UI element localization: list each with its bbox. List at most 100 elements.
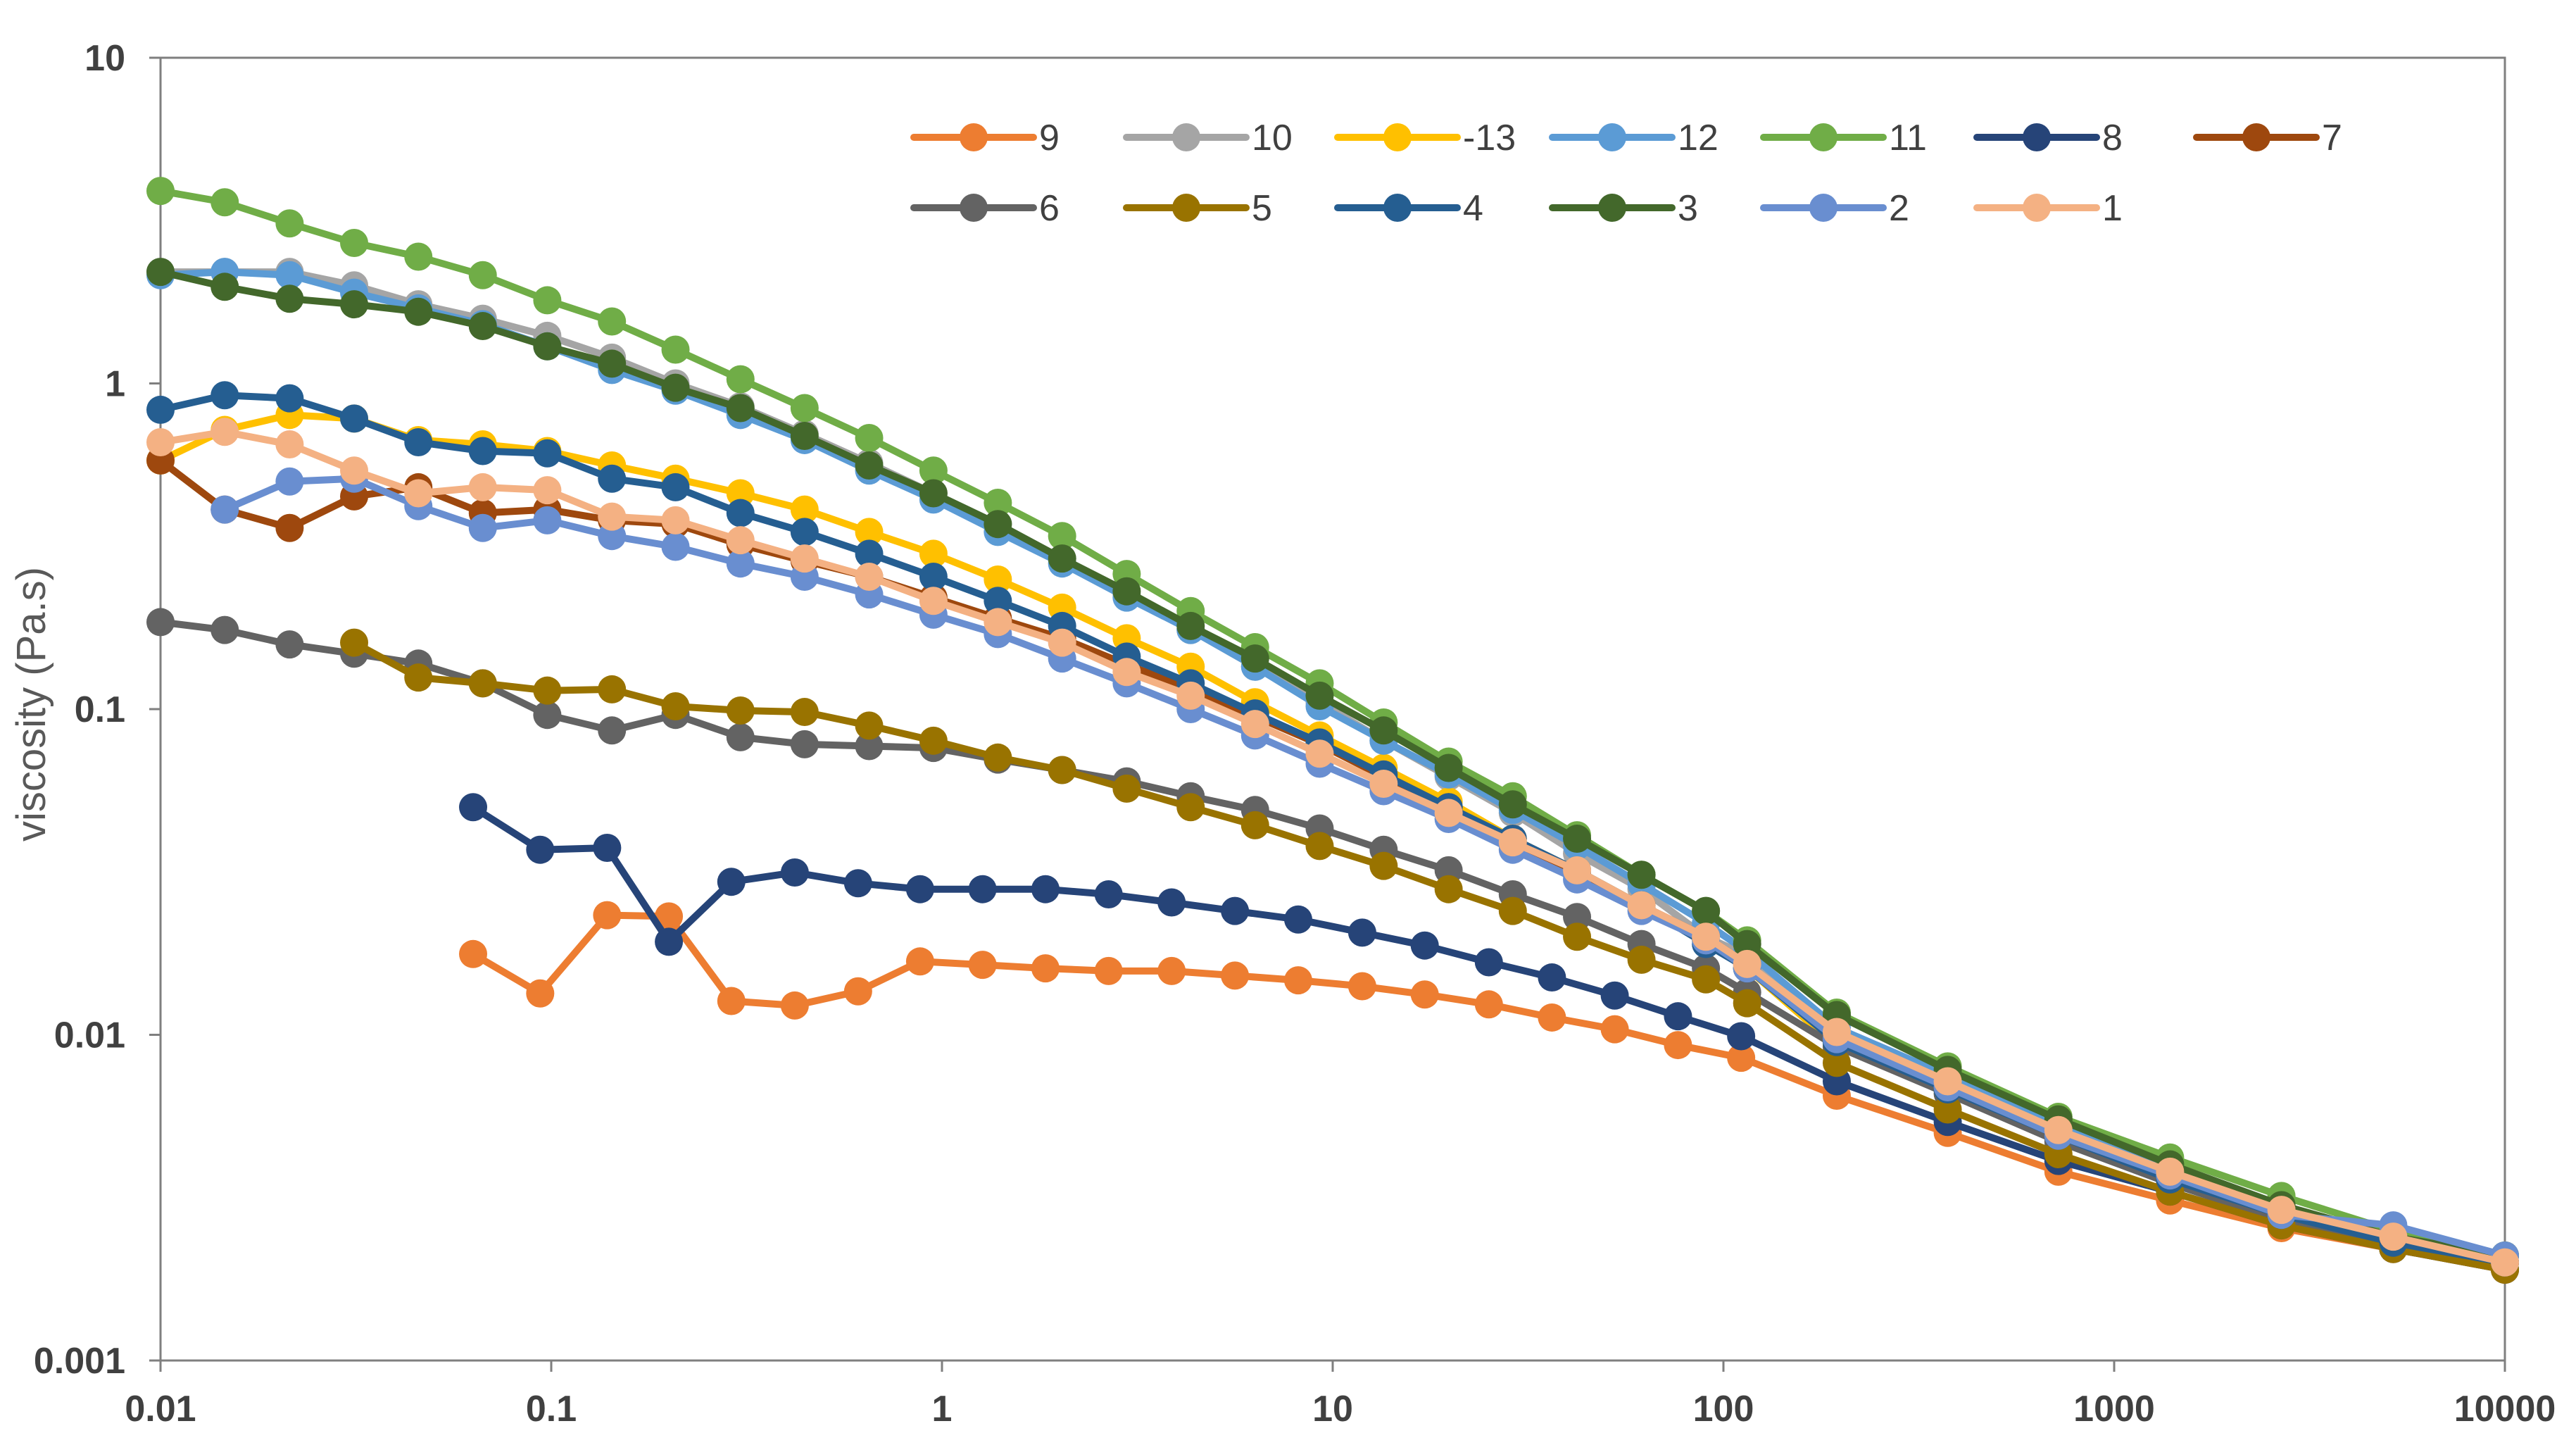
data-point xyxy=(984,587,1012,615)
legend-entry-12: 12 xyxy=(1549,118,1719,158)
data-point xyxy=(968,951,997,980)
y-tick-label: 0.1 xyxy=(75,689,125,730)
data-point xyxy=(275,467,304,496)
data-point xyxy=(984,565,1012,594)
legend-swatch-marker xyxy=(1809,194,1837,222)
data-point xyxy=(790,394,819,423)
data-point xyxy=(790,518,819,546)
data-point xyxy=(919,456,948,485)
data-point xyxy=(655,902,684,931)
data-point xyxy=(855,539,884,568)
data-point xyxy=(1692,896,1721,925)
data-point xyxy=(661,692,690,721)
data-point xyxy=(905,947,934,976)
legend-label: 4 xyxy=(1463,188,1483,229)
y-tick-label: 0.01 xyxy=(54,1015,125,1056)
data-point xyxy=(593,901,622,930)
legend-swatch-marker xyxy=(2023,194,2051,222)
data-point xyxy=(1157,888,1186,917)
data-point xyxy=(855,711,884,740)
data-point xyxy=(1048,628,1076,657)
data-point xyxy=(790,422,819,451)
data-point xyxy=(468,473,497,501)
data-point xyxy=(2379,1222,2408,1251)
legend-entry--13: -13 xyxy=(1334,118,1516,158)
data-point xyxy=(1822,1049,1851,1077)
data-point xyxy=(1498,790,1527,819)
data-point xyxy=(1240,811,1269,839)
data-point xyxy=(533,286,562,315)
data-point xyxy=(919,479,948,508)
data-point xyxy=(726,549,755,578)
data-point xyxy=(340,290,369,319)
legend: 9 10 -13 12 11 8 7 6 5 4 3 2 1 xyxy=(910,118,2342,229)
data-point xyxy=(275,630,304,659)
data-point xyxy=(1933,1095,1962,1124)
legend-label: 8 xyxy=(2102,118,2123,158)
x-tick-label: 10000 xyxy=(2454,1389,2556,1430)
legend-entry-5: 5 xyxy=(1123,188,1272,229)
data-point xyxy=(1305,739,1334,768)
data-point xyxy=(919,562,948,591)
data-point xyxy=(1498,896,1527,925)
data-point xyxy=(1563,856,1592,884)
data-point xyxy=(1369,716,1398,745)
legend-entry-8: 8 xyxy=(1973,118,2123,158)
legend-swatch-marker xyxy=(1809,123,1837,151)
data-point xyxy=(598,675,627,703)
legend-swatch-marker xyxy=(2023,123,2051,151)
data-point xyxy=(211,615,239,644)
data-point xyxy=(1305,681,1334,710)
data-point xyxy=(1176,611,1205,640)
data-point xyxy=(790,544,819,573)
data-point xyxy=(598,716,627,745)
data-point xyxy=(919,726,948,755)
legend-swatch-marker xyxy=(1383,123,1412,151)
data-point xyxy=(340,456,369,485)
data-point xyxy=(146,258,175,287)
data-point xyxy=(1283,966,1312,995)
y-tick-label: 1 xyxy=(105,364,125,405)
data-point xyxy=(1600,1015,1629,1044)
data-point xyxy=(855,518,884,546)
data-point xyxy=(1563,825,1592,853)
data-point xyxy=(211,418,239,446)
legend-label: 5 xyxy=(1252,188,1272,229)
data-point xyxy=(1664,1031,1692,1060)
data-point xyxy=(1094,880,1123,908)
data-point xyxy=(661,473,690,501)
data-point xyxy=(533,506,562,534)
data-point xyxy=(2156,1157,2185,1186)
data-point xyxy=(1600,981,1629,1010)
data-point xyxy=(1933,1067,1962,1096)
data-point xyxy=(404,427,433,456)
data-point xyxy=(717,868,746,896)
data-point xyxy=(1410,931,1439,960)
series-9 xyxy=(459,901,2519,1284)
series-line xyxy=(470,803,2508,1274)
data-point xyxy=(726,394,755,423)
data-point xyxy=(1733,989,1761,1018)
data-point xyxy=(1048,544,1076,573)
data-point xyxy=(1498,828,1527,857)
data-point xyxy=(726,479,755,508)
data-point xyxy=(1031,954,1060,983)
data-point xyxy=(1283,905,1312,934)
data-point xyxy=(780,858,809,887)
y-tick-label: 0.001 xyxy=(34,1341,125,1382)
data-point xyxy=(468,261,497,289)
data-point xyxy=(905,875,934,903)
data-point xyxy=(2491,1248,2519,1277)
data-point xyxy=(146,427,175,456)
data-point xyxy=(468,513,497,542)
data-point xyxy=(533,701,562,730)
data-point xyxy=(780,991,809,1020)
data-point xyxy=(1563,922,1592,951)
data-point xyxy=(790,698,819,727)
data-point xyxy=(661,373,690,402)
data-point xyxy=(1176,681,1205,710)
legend-label: -13 xyxy=(1463,118,1516,158)
legend-label: 2 xyxy=(1889,188,1909,229)
data-point xyxy=(1692,922,1721,951)
